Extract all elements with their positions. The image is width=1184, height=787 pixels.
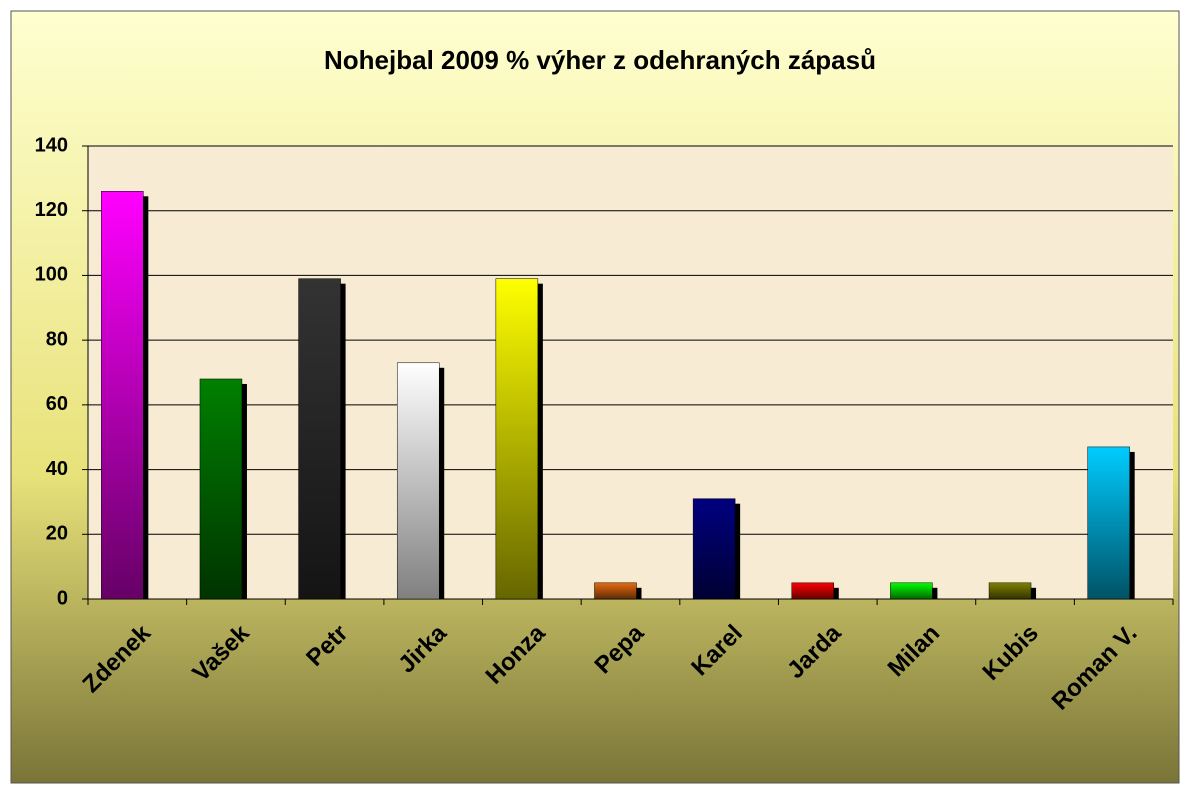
y-tick-label: 20 xyxy=(46,523,68,545)
bar xyxy=(890,582,933,600)
y-tick-label: 100 xyxy=(35,264,68,286)
bar xyxy=(692,498,736,600)
y-tick-label: 40 xyxy=(46,458,68,480)
bar xyxy=(298,278,341,600)
bar xyxy=(199,378,243,600)
bar xyxy=(594,582,637,600)
bar xyxy=(1087,446,1130,600)
y-tick-label: 80 xyxy=(46,328,68,350)
y-tick-label: 140 xyxy=(35,134,68,156)
bar xyxy=(396,362,440,600)
y-tick-label: 0 xyxy=(57,587,68,609)
bar xyxy=(791,582,835,600)
bar xyxy=(101,191,144,600)
y-tick-label: 60 xyxy=(46,393,68,415)
bar xyxy=(988,582,1032,600)
chart-title: Nohejbal 2009 % výher z odehraných zápas… xyxy=(324,45,876,75)
plot-area xyxy=(88,146,1173,599)
bar xyxy=(495,278,539,600)
y-tick-label: 120 xyxy=(35,199,68,221)
